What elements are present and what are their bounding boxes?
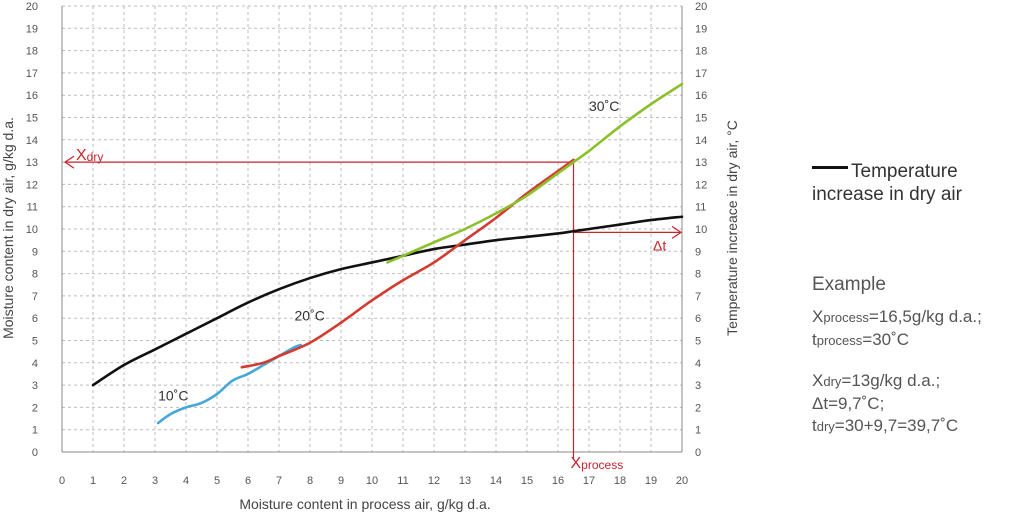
x-tick-label: 8 — [307, 475, 313, 487]
y-tick-label-right: 9 — [695, 246, 701, 258]
y-tick-label-right: 10 — [695, 224, 707, 236]
legend-text-1: Temperature — [851, 161, 958, 182]
y-tick-label-left: 2 — [32, 402, 38, 414]
y-tick-label-left: 15 — [26, 113, 38, 125]
example-block: Xprocess=16,5g/kg d.a.; tprocess=30˚C Xd… — [812, 306, 982, 438]
y-tick-label-left: 16 — [26, 90, 38, 102]
annotations: Xdry Xprocess Δt — [63, 147, 683, 472]
y-tick-label-left: 11 — [27, 202, 38, 214]
legend-text-2: increase in dry air — [812, 184, 962, 205]
x-tick-label: 0 — [59, 475, 65, 487]
y-tick-label-right: 4 — [695, 358, 701, 370]
y-tick-label-right: 7 — [695, 291, 701, 303]
x-tick-label: 13 — [459, 475, 471, 487]
series-line-20-c — [240, 158, 575, 369]
y-axis-label-right: Temperature increace in dry air, °C — [724, 120, 740, 336]
x-tick-label: 10 — [366, 475, 378, 487]
y-tick-label-left: 10 — [26, 224, 38, 236]
example-title: Example — [812, 274, 886, 295]
y-tick-label-right: 11 — [695, 202, 706, 214]
y-tick-label-right: 8 — [695, 269, 701, 281]
y-tick-label-left: 20 — [26, 1, 38, 13]
y-tick-label-right: 0 — [695, 447, 701, 459]
curve-labels: 10˚C 20˚C 30˚C — [158, 98, 619, 404]
series-lines — [91, 82, 684, 425]
y-tick-label-left: 17 — [26, 68, 38, 80]
series-line-temperature-increase-in-dry-air — [91, 215, 684, 387]
y-tick-label-right: 20 — [695, 1, 707, 13]
x-tick-label: 2 — [121, 475, 127, 487]
y-tick-label-left: 6 — [32, 313, 38, 325]
y-tick-label-right: 1 — [695, 425, 701, 437]
y-tick-label-left: 12 — [26, 179, 38, 191]
x-tick-label: 3 — [152, 475, 158, 487]
y-tick-label-right: 15 — [695, 113, 707, 125]
legend-swatch — [812, 166, 848, 170]
axis-labels: Moisture content in process air, g/kg d.… — [0, 117, 740, 512]
x-axis-label: Moisture content in process air, g/kg d.… — [239, 496, 490, 512]
y-tick-label-right: 6 — [695, 313, 701, 325]
y-tick-label-left: 5 — [32, 336, 38, 348]
example-line-1: Xprocess=16,5g/kg d.a.; — [812, 307, 982, 326]
delta-t-arrow-head — [671, 225, 683, 239]
example-line-4: Δt=9,7˚C; — [812, 394, 885, 413]
x-tick-label: 14 — [490, 475, 502, 487]
y-tick-label-left: 14 — [26, 135, 38, 147]
x-tick-label: 19 — [645, 475, 657, 487]
tick-labels: 0 1 2 3 4 5 6 7 8 9 10 11 12 13 14 15 16 17 18 19 200 01 12 23 3… — [26, 1, 708, 487]
axes — [61, 6, 683, 453]
x-tick-label: 20 — [676, 475, 688, 487]
x-process-label: Xprocess — [571, 455, 624, 472]
y-tick-label-right: 19 — [695, 23, 707, 35]
legend: Temperature increase in dry air — [812, 160, 962, 206]
y-tick-label-left: 18 — [26, 46, 38, 58]
x-tick-label: 5 — [214, 475, 220, 487]
curve-label: 30˚C — [589, 98, 619, 114]
y-tick-label-right: 18 — [695, 46, 707, 58]
x-tick-label: 9 — [338, 475, 344, 487]
legend-row-1: Temperature — [812, 160, 962, 183]
curve-label: 10˚C — [158, 388, 188, 404]
y-tick-label-left: 1 — [32, 425, 38, 437]
y-tick-label-right: 12 — [695, 179, 707, 191]
y-tick-label-right: 5 — [695, 336, 701, 348]
y-tick-label-right: 14 — [695, 135, 707, 147]
example-line-5: tdry=30+9,7=39,7˚C — [812, 416, 959, 435]
x-tick-label: 18 — [614, 475, 626, 487]
y-axis-label-left: Moisture content in dry air, g/kg d.a. — [0, 117, 16, 339]
x-tick-label: 12 — [428, 475, 440, 487]
y-tick-label-left: 8 — [32, 269, 38, 281]
x-tick-label: 15 — [521, 475, 533, 487]
x-tick-label: 11 — [397, 475, 408, 487]
delta-t-label: Δt — [653, 237, 666, 253]
x-tick-label: 16 — [552, 475, 564, 487]
y-tick-label-right: 16 — [695, 90, 707, 102]
x-dry-arrow-head — [63, 155, 75, 169]
y-tick-label-left: 9 — [32, 246, 38, 258]
y-tick-label-right: 13 — [695, 157, 707, 169]
y-tick-label-right: 3 — [695, 380, 701, 392]
y-tick-label-left: 19 — [26, 23, 38, 35]
x-tick-label: 1 — [90, 475, 96, 487]
example-line-2: tprocess=30˚C — [812, 330, 910, 349]
series-line-30-c — [386, 82, 684, 264]
y-tick-label-left: 3 — [32, 380, 38, 392]
y-tick-label-left: 4 — [32, 358, 38, 370]
x-tick-label: 17 — [583, 475, 595, 487]
y-tick-label-left: 13 — [26, 157, 38, 169]
y-tick-label-right: 17 — [695, 68, 707, 80]
example-line-3: Xdry=13g/kg d.a.; — [812, 371, 941, 390]
y-tick-label-left: 0 — [32, 447, 38, 459]
y-tick-label-right: 2 — [695, 402, 701, 414]
x-tick-label: 4 — [183, 475, 189, 487]
x-tick-label: 6 — [245, 475, 251, 487]
x-tick-label: 7 — [276, 475, 282, 487]
curve-label: 20˚C — [295, 307, 325, 323]
y-tick-label-left: 7 — [32, 291, 38, 303]
x-dry-label: Xdry — [76, 147, 103, 164]
